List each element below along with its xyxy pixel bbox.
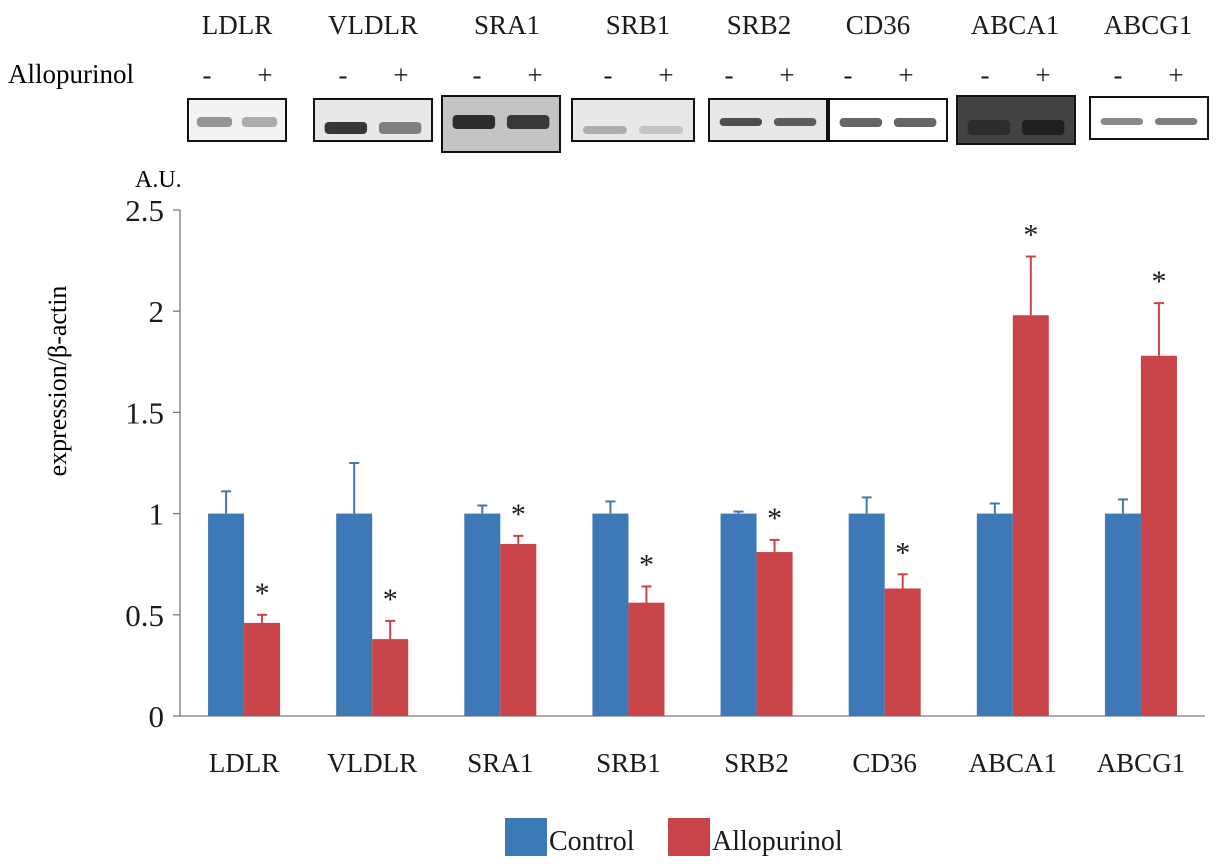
blot-minus-sign: - [339, 60, 348, 90]
blot-minus-sign: - [844, 60, 853, 90]
treatment-label: Allopurinol [8, 59, 134, 89]
bar-allopurinol [500, 543, 537, 716]
blot-plus-sign: + [1035, 60, 1050, 90]
bar-allopurinol [756, 552, 793, 716]
significance-star: * [1023, 219, 1038, 252]
blot-protein-label: SRB1 [606, 10, 671, 40]
blot-minus-sign: - [203, 60, 212, 90]
y-tick-label: 2.5 [125, 193, 164, 228]
blot-protein-label: SRA1 [474, 10, 540, 40]
x-tick-label: CD36 [852, 748, 917, 778]
x-tick-label: SRB2 [724, 748, 789, 778]
bar-chart: 0 0.5 1 1.5 2 2.5 * LDLR * VLDLR * SRA1 * SRB1 * SRB2 * C… [125, 193, 1205, 778]
blot-plus-sign: + [898, 60, 913, 90]
significance-star: * [255, 577, 270, 610]
bar-control [592, 513, 629, 716]
bar-allopurinol [628, 602, 665, 716]
blot-band-allopurinol [241, 117, 278, 127]
blot-band-allopurinol [1154, 118, 1198, 125]
legend-label: Allopurinol [712, 826, 843, 857]
blot-band-control [196, 117, 233, 127]
bar-control [1104, 513, 1141, 716]
x-tick-label: VLDLR [327, 748, 417, 778]
y-tick-label: 1 [149, 497, 165, 532]
western-blot-panel: LDLR - + VLDLR - + SRA1 - + SRB1 - + SRB2 - + CD36 - + ABC… [187, 10, 1209, 153]
unit-label: A.U. [135, 167, 182, 193]
blot-band-allopurinol [378, 122, 422, 134]
y-tick-label: 0 [149, 699, 165, 734]
bar-allopurinol [1140, 355, 1177, 716]
legend-swatch [668, 818, 710, 856]
blot-protein-label: LDLR [202, 10, 273, 40]
significance-star: * [383, 583, 398, 616]
blot-band-control [967, 120, 1011, 135]
blot-image [571, 98, 695, 142]
blot-band-control [839, 118, 883, 127]
bar-control [208, 513, 245, 716]
y-tick-label: 2 [149, 294, 165, 329]
significance-star: * [895, 536, 910, 569]
blot-band-control [452, 115, 496, 129]
significance-star: * [767, 502, 782, 535]
significance-star: * [511, 498, 526, 531]
blot-band-control [719, 118, 763, 126]
x-tick-label: ABCG1 [1097, 748, 1186, 778]
blot-band-allopurinol [1021, 120, 1065, 135]
x-tick-label: ABCA1 [969, 748, 1058, 778]
bar-control [976, 513, 1013, 716]
blot-protein-label: ABCG1 [1104, 10, 1193, 40]
y-axis-label: expression/β-actin [43, 286, 72, 477]
blot-minus-sign: - [725, 60, 734, 90]
blot-minus-sign: - [604, 60, 613, 90]
bar-allopurinol [1012, 315, 1049, 716]
bar-control [464, 513, 501, 716]
legend: Control Allopurinol [505, 818, 843, 857]
blot-protein-label: ABCA1 [971, 10, 1060, 40]
blot-band-control [324, 122, 368, 134]
blot-band-allopurinol [639, 126, 684, 134]
bar-control [336, 513, 373, 716]
blot-plus-sign: + [779, 60, 794, 90]
y-tick-label: 1.5 [125, 395, 164, 430]
blot-plus-sign: + [527, 60, 542, 90]
blot-image [313, 98, 433, 142]
blot-protein-label: VLDLR [328, 10, 418, 40]
significance-star: * [1151, 265, 1166, 298]
x-tick-label: SRA1 [467, 748, 533, 778]
blot-band-allopurinol [773, 118, 817, 126]
significance-star: * [639, 548, 654, 581]
blot-band-allopurinol [893, 118, 937, 127]
bar-control [848, 513, 885, 716]
x-tick-label: LDLR [209, 748, 280, 778]
bar-control [720, 513, 757, 716]
legend-label: Control [549, 826, 635, 857]
blot-protein-label: CD36 [846, 10, 911, 40]
blot-plus-sign: + [1168, 60, 1183, 90]
blot-band-control [582, 126, 627, 134]
bar-allopurinol [884, 588, 921, 716]
blot-minus-sign: - [981, 60, 990, 90]
blot-plus-sign: + [393, 60, 408, 90]
blot-plus-sign: + [658, 60, 673, 90]
x-tick-label: SRB1 [596, 748, 661, 778]
bar-allopurinol [244, 622, 281, 716]
blot-protein-label: SRB2 [727, 10, 792, 40]
legend-swatch [505, 818, 547, 856]
bar-allopurinol [372, 639, 409, 716]
blot-band-control [1100, 118, 1144, 125]
blot-minus-sign: - [473, 60, 482, 90]
blot-plus-sign: + [257, 60, 272, 90]
y-tick-label: 0.5 [125, 598, 164, 633]
blot-minus-sign: - [1114, 60, 1123, 90]
blot-band-allopurinol [506, 115, 550, 129]
